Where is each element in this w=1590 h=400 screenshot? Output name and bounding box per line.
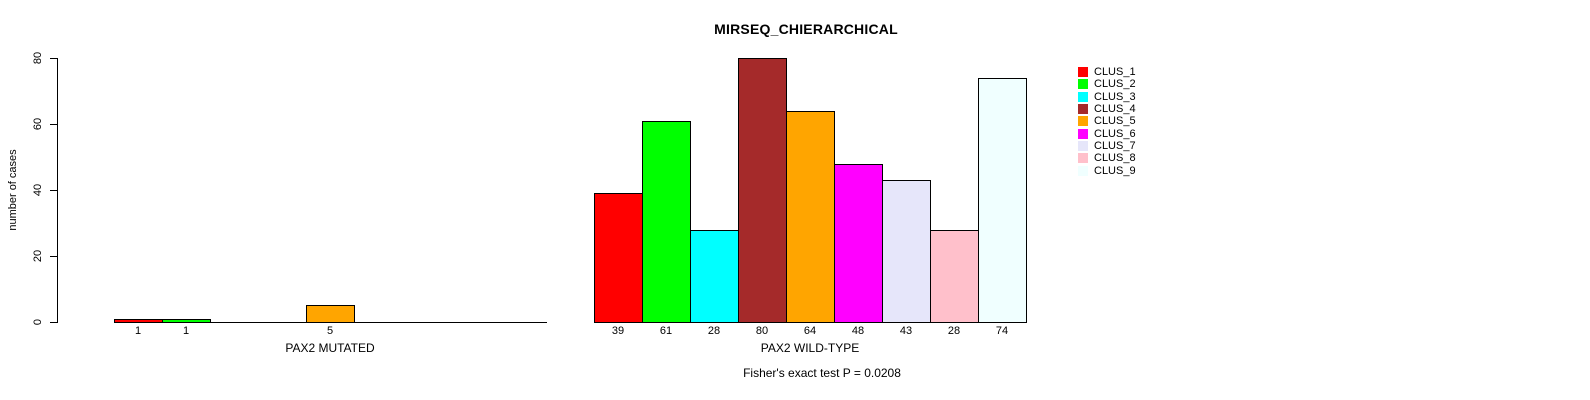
y-axis-title: number of cases	[7, 149, 19, 231]
bar-pax2-wild-type-clus-9	[978, 78, 1027, 323]
legend-label-clus-1: CLUS_1	[1094, 66, 1136, 78]
legend-item-clus-6: CLUS_6	[1078, 128, 1136, 140]
group-label-pax2-mutated: PAX2 MUTATED	[285, 341, 375, 355]
bar-value-label: 1	[182, 325, 190, 337]
bar-value-label: 28	[707, 325, 721, 337]
bar-pax2-mutated-clus-1	[114, 319, 163, 323]
bar-pax2-mutated-clus-9	[498, 322, 547, 323]
fisher-test-annotation: Fisher's exact test P = 0.0208	[743, 366, 901, 380]
legend-swatch-clus-5	[1078, 116, 1088, 126]
bar-value-label: 5	[326, 325, 334, 337]
legend-swatch-clus-8	[1078, 153, 1088, 163]
legend-swatch-clus-2	[1078, 79, 1088, 89]
y-axis-tick	[50, 190, 57, 191]
group-label-pax2-wild-type: PAX2 WILD-TYPE	[760, 341, 860, 355]
legend-label-clus-9: CLUS_9	[1094, 165, 1136, 177]
bar-pax2-wild-type-clus-4	[738, 58, 787, 323]
legend-item-clus-1: CLUS_1	[1078, 66, 1136, 78]
y-axis-tick	[50, 322, 57, 323]
y-axis-tick	[50, 58, 57, 59]
legend-label-clus-7: CLUS_7	[1094, 140, 1136, 152]
legend-item-clus-7: CLUS_7	[1078, 140, 1136, 152]
legend-item-clus-4: CLUS_4	[1078, 103, 1136, 115]
bar-value-label: 61	[659, 325, 673, 337]
bar-value-label: 1	[134, 325, 142, 337]
legend-label-clus-2: CLUS_2	[1094, 78, 1136, 90]
bar-pax2-wild-type-clus-8	[930, 230, 979, 323]
bar-pax2-wild-type-clus-6	[834, 164, 883, 323]
bar-pax2-wild-type-clus-3	[690, 230, 739, 323]
bar-pax2-mutated-clus-6	[354, 322, 403, 323]
legend-swatch-clus-4	[1078, 104, 1088, 114]
legend-label-clus-3: CLUS_3	[1094, 91, 1136, 103]
legend-swatch-clus-6	[1078, 129, 1088, 139]
bar-value-label: 80	[755, 325, 769, 337]
legend-swatch-clus-9	[1078, 166, 1088, 176]
y-tick-label: 20	[32, 249, 44, 263]
legend-swatch-clus-3	[1078, 92, 1088, 102]
y-axis-tick	[50, 124, 57, 125]
legend-item-clus-8: CLUS_8	[1078, 152, 1136, 164]
legend-item-clus-2: CLUS_2	[1078, 78, 1136, 90]
legend-label-clus-8: CLUS_8	[1094, 152, 1136, 164]
bar-value-label: 28	[947, 325, 961, 337]
bar-pax2-mutated-clus-2	[162, 319, 211, 323]
legend-label-clus-4: CLUS_4	[1094, 103, 1136, 115]
bar-value-label: 48	[851, 325, 865, 337]
y-axis-line	[57, 58, 58, 323]
legend-label-clus-6: CLUS_6	[1094, 128, 1136, 140]
y-tick-label: 0	[32, 318, 44, 326]
bar-pax2-wild-type-clus-1	[594, 193, 643, 323]
bar-pax2-mutated-clus-8	[450, 322, 499, 323]
bar-value-label: 43	[899, 325, 913, 337]
bar-pax2-wild-type-clus-7	[882, 180, 931, 323]
bar-pax2-mutated-clus-3	[210, 322, 259, 323]
bar-pax2-mutated-clus-5	[306, 305, 355, 323]
bar-value-label: 39	[611, 325, 625, 337]
legend-item-clus-5: CLUS_5	[1078, 115, 1136, 127]
bar-pax2-wild-type-clus-2	[642, 121, 691, 323]
y-tick-label: 80	[32, 51, 44, 65]
legend-swatch-clus-7	[1078, 141, 1088, 151]
y-tick-label: 40	[32, 183, 44, 197]
bar-value-label: 64	[803, 325, 817, 337]
y-axis-tick	[50, 256, 57, 257]
legend-swatch-clus-1	[1078, 67, 1088, 77]
y-tick-label: 60	[32, 117, 44, 131]
bar-pax2-wild-type-clus-5	[786, 111, 835, 323]
legend-label-clus-5: CLUS_5	[1094, 115, 1136, 127]
bar-value-label: 74	[995, 325, 1009, 337]
legend-item-clus-3: CLUS_3	[1078, 91, 1136, 103]
bar-pax2-mutated-clus-4	[258, 322, 307, 323]
legend-item-clus-9: CLUS_9	[1078, 165, 1136, 177]
bar-pax2-mutated-clus-7	[402, 322, 451, 323]
chart-title: MIRSEQ_CHIERARCHICAL	[714, 21, 898, 37]
